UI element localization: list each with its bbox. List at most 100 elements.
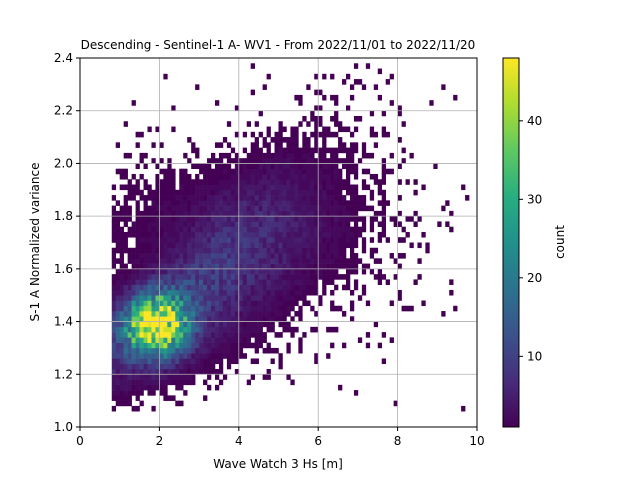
histogram-bin — [115, 347, 120, 354]
histogram-bin — [334, 221, 339, 227]
histogram-bin — [254, 152, 259, 159]
histogram-bin — [270, 305, 275, 312]
histogram-bin — [290, 142, 295, 148]
histogram-bin — [270, 179, 275, 185]
histogram-bin — [226, 332, 232, 338]
histogram-bin — [211, 300, 216, 307]
histogram-bin — [191, 237, 196, 243]
histogram-bin — [195, 353, 200, 359]
histogram-bin — [318, 158, 323, 164]
histogram-bin — [211, 337, 216, 343]
histogram-bin — [115, 342, 120, 349]
histogram-bin — [290, 184, 295, 191]
histogram-bin — [246, 247, 252, 254]
histogram-bin — [334, 226, 339, 233]
y-axis-label: S-1 A Normalized variance — [28, 163, 42, 322]
y-tick-label: 1.4 — [54, 315, 73, 329]
histogram-bin — [135, 316, 140, 322]
histogram-bin — [191, 147, 196, 154]
histogram-bin — [254, 295, 259, 301]
histogram-bin — [345, 226, 351, 233]
histogram-bin — [298, 295, 303, 301]
histogram-bin — [258, 332, 263, 338]
histogram-bin — [298, 221, 303, 227]
histogram-bin — [306, 216, 311, 222]
histogram-bin — [230, 332, 236, 338]
histogram-bin — [342, 179, 347, 185]
histogram-bin — [127, 231, 132, 238]
histogram-bin — [199, 189, 204, 196]
histogram-bin — [342, 147, 347, 154]
histogram-bin — [203, 221, 208, 227]
histogram-bin — [345, 184, 351, 191]
histogram-bin — [274, 226, 279, 233]
histogram-bin — [282, 226, 287, 233]
histogram-bin — [250, 311, 255, 317]
histogram-bin — [234, 268, 240, 275]
histogram-bin — [338, 226, 343, 233]
histogram-bin — [195, 279, 200, 285]
histogram-bin — [246, 268, 252, 275]
histogram-bin — [123, 173, 128, 180]
histogram-bin — [345, 168, 351, 175]
histogram-bin — [278, 258, 283, 264]
histogram-bin — [119, 390, 124, 396]
histogram-bin — [254, 337, 259, 343]
histogram-bin — [151, 358, 156, 365]
histogram-bin — [290, 326, 295, 333]
histogram-bin — [318, 274, 323, 280]
colorbar-tick-label: 30 — [527, 192, 542, 206]
histogram-bin — [238, 332, 244, 338]
histogram-bin — [238, 258, 244, 264]
histogram-bin — [139, 247, 144, 254]
histogram-bin — [302, 289, 307, 296]
histogram-bin — [294, 216, 299, 222]
histogram-bin — [207, 300, 212, 307]
histogram-bin — [127, 247, 132, 254]
histogram-bin — [167, 321, 172, 328]
histogram-bin — [147, 295, 152, 301]
histogram-bin — [195, 84, 200, 90]
histogram-bin — [302, 332, 307, 338]
histogram-bin — [131, 274, 136, 280]
histogram-bin — [135, 374, 140, 380]
histogram-bin — [250, 231, 255, 238]
histogram-bin — [195, 332, 200, 338]
histogram-bin — [179, 316, 184, 322]
histogram-bin — [294, 195, 299, 201]
histogram-bin — [211, 184, 216, 191]
histogram-bin — [151, 195, 156, 201]
histogram-bin — [266, 369, 271, 375]
histogram-bin — [314, 89, 319, 96]
histogram-bin — [274, 210, 279, 217]
histogram-bin — [338, 121, 343, 127]
histogram-bin — [310, 158, 315, 164]
histogram-bin — [175, 247, 180, 254]
histogram-bin — [135, 131, 140, 138]
histogram-bin — [131, 405, 136, 412]
histogram-bin — [115, 268, 120, 275]
histogram-bin — [338, 200, 343, 206]
histogram-bin — [139, 195, 144, 201]
histogram-bin — [131, 358, 136, 365]
histogram-bin — [250, 274, 255, 280]
histogram-bin — [211, 332, 216, 338]
histogram-bin — [282, 242, 287, 249]
histogram-bin — [266, 131, 271, 138]
histogram-bin — [111, 321, 117, 328]
histogram-bin — [171, 274, 176, 280]
histogram-bin — [135, 369, 140, 375]
histogram-bin — [214, 173, 220, 180]
histogram-bin — [238, 200, 244, 206]
histogram-bin — [167, 247, 172, 254]
histogram-bin — [159, 247, 164, 254]
histogram-bin — [151, 231, 156, 238]
histogram-bin — [290, 226, 295, 233]
histogram-bin — [274, 205, 279, 212]
histogram-bin — [310, 115, 315, 122]
histogram-bin — [282, 305, 287, 312]
histogram-bin — [115, 358, 120, 365]
histogram-bin — [226, 173, 232, 180]
histogram-bin — [183, 353, 188, 359]
